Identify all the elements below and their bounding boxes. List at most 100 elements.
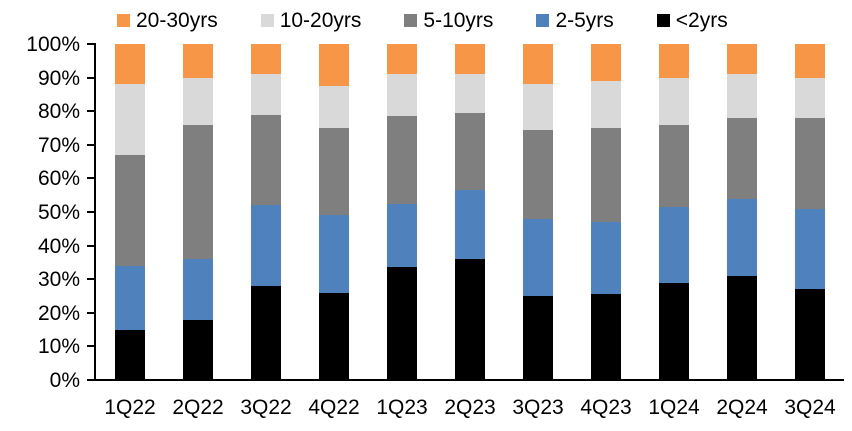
bar-segment-20-30yrs-2q23 <box>455 44 485 74</box>
bar-segment-5-10yrs-4q22 <box>319 128 349 215</box>
bar-segment-2yrs-3q23 <box>523 296 553 380</box>
bar-segment-2-5yrs-1q23 <box>387 204 417 267</box>
bar-segment-10-20yrs-1q23 <box>387 74 417 116</box>
bar-segment-5-10yrs-1q23 <box>387 116 417 204</box>
x-axis-label-1q24: 1Q24 <box>648 396 700 419</box>
bar-segment-20-30yrs-4q22 <box>319 44 349 86</box>
bar-segment-10-20yrs-2q23 <box>455 74 485 113</box>
y-axis-label: 0% <box>49 369 80 392</box>
bar-segment-5-10yrs-3q22 <box>251 115 281 205</box>
legend-label: 10-20yrs <box>279 8 362 32</box>
bar-segment-2yrs-2q23 <box>455 259 485 380</box>
x-axis-label-2q24: 2Q24 <box>716 396 768 419</box>
y-axis-line <box>94 43 96 381</box>
legend-swatch-2yrs <box>656 13 670 27</box>
bar-segment-2yrs-2q22 <box>183 320 213 380</box>
legend-item-2yrs: <2yrs <box>656 8 728 32</box>
y-axis-label: 50% <box>37 201 80 224</box>
bar-segment-2-5yrs-4q23 <box>591 222 621 294</box>
y-axis-label: 80% <box>37 100 80 123</box>
bar-segment-2yrs-1q23 <box>387 267 417 380</box>
legend-item-10-20yrs: 10-20yrs <box>260 8 362 32</box>
y-axis-label: 90% <box>37 67 80 90</box>
bar-segment-20-30yrs-2q24 <box>727 44 757 74</box>
bar-segment-5-10yrs-1q24 <box>659 125 689 207</box>
x-axis-label-3q23: 3Q23 <box>512 396 564 419</box>
bar-segment-10-20yrs-2q22 <box>183 78 213 125</box>
bar-segment-10-20yrs-3q24 <box>795 78 825 118</box>
y-tick-20 <box>87 312 94 314</box>
bar-segment-2-5yrs-1q24 <box>659 207 689 283</box>
y-axis-label: 30% <box>37 268 80 291</box>
y-axis-label: 40% <box>37 235 80 258</box>
bar-segment-10-20yrs-1q22 <box>115 84 145 155</box>
bar-segment-2-5yrs-4q22 <box>319 215 349 293</box>
bar-segment-2yrs-1q24 <box>659 283 689 380</box>
legend-label: <2yrs <box>675 8 728 32</box>
x-axis-label-4q23: 4Q23 <box>580 396 632 419</box>
legend-label: 20-30yrs <box>136 8 218 32</box>
y-tick-70 <box>87 144 94 146</box>
y-axis-label: 60% <box>37 167 80 190</box>
x-axis-label-2q22: 2Q22 <box>172 396 224 419</box>
bar-segment-10-20yrs-4q22 <box>319 86 349 128</box>
bar-segment-20-30yrs-4q23 <box>591 44 621 81</box>
bar-segment-2yrs-3q22 <box>251 286 281 380</box>
bar-segment-2yrs-1q22 <box>115 330 145 380</box>
y-tick-30 <box>87 278 94 280</box>
y-tick-40 <box>87 245 94 247</box>
bar-segment-10-20yrs-3q23 <box>523 84 553 130</box>
bar-segment-20-30yrs-1q22 <box>115 44 145 84</box>
y-axis-label: 10% <box>37 335 80 358</box>
bar-segment-2-5yrs-2q23 <box>455 190 485 259</box>
legend-label: 2-5yrs <box>555 8 614 32</box>
bar-segment-2yrs-4q23 <box>591 294 621 380</box>
y-tick-0 <box>87 379 94 381</box>
bar-segment-2-5yrs-3q24 <box>795 209 825 289</box>
x-axis-label-1q22: 1Q22 <box>104 396 156 419</box>
x-axis-line <box>94 379 844 381</box>
bar-segment-2yrs-4q22 <box>319 293 349 380</box>
x-axis-label-3q24: 3Q24 <box>784 396 836 419</box>
bar-segment-2-5yrs-2q24 <box>727 199 757 276</box>
bar-segment-20-30yrs-1q24 <box>659 44 689 78</box>
y-tick-50 <box>87 211 94 213</box>
y-axis-label: 70% <box>37 134 80 157</box>
legend-swatch-10-20yrs <box>260 13 274 27</box>
bar-segment-10-20yrs-3q22 <box>251 74 281 115</box>
bar-segment-5-10yrs-3q23 <box>523 130 553 219</box>
legend-label: 5-10yrs <box>423 8 494 32</box>
bar-segment-2yrs-3q24 <box>795 289 825 380</box>
legend-swatch-2-5yrs <box>536 13 550 27</box>
y-tick-90 <box>87 77 94 79</box>
bar-segment-20-30yrs-1q23 <box>387 44 417 74</box>
bar-segment-2-5yrs-2q22 <box>183 259 213 320</box>
legend-item-2-5yrs: 2-5yrs <box>536 8 614 32</box>
bar-segment-2yrs-2q24 <box>727 276 757 380</box>
x-axis-label-4q22: 4Q22 <box>308 396 360 419</box>
bar-segment-5-10yrs-2q22 <box>183 125 213 259</box>
x-axis-label-3q22: 3Q22 <box>240 396 292 419</box>
bar-segment-20-30yrs-2q22 <box>183 44 213 78</box>
legend-swatch-20-30yrs <box>117 13 130 27</box>
y-tick-80 <box>87 110 94 112</box>
legend-item-5-10yrs: 5-10yrs <box>404 10 493 31</box>
x-axis-label-1q23: 1Q23 <box>376 396 428 419</box>
bar-segment-5-10yrs-4q23 <box>591 128 621 222</box>
bar-segment-20-30yrs-3q24 <box>795 44 825 78</box>
y-tick-60 <box>87 177 94 179</box>
bar-segment-5-10yrs-2q23 <box>455 113 485 190</box>
bar-segment-10-20yrs-2q24 <box>727 74 757 118</box>
legend-swatch-5-10yrs <box>404 13 418 27</box>
x-axis-label-2q23: 2Q23 <box>444 396 496 419</box>
legend-item-20-30yrs: 20-30yrs <box>117 10 218 31</box>
bar-segment-20-30yrs-3q22 <box>251 44 281 74</box>
bar-segment-5-10yrs-2q24 <box>727 118 757 199</box>
y-tick-100 <box>87 43 94 45</box>
bar-segment-2-5yrs-3q23 <box>523 219 553 296</box>
bar-segment-10-20yrs-1q24 <box>659 78 689 125</box>
bar-segment-20-30yrs-3q23 <box>523 44 553 84</box>
y-axis-label: 20% <box>37 302 80 325</box>
bar-segment-10-20yrs-4q23 <box>591 81 621 128</box>
